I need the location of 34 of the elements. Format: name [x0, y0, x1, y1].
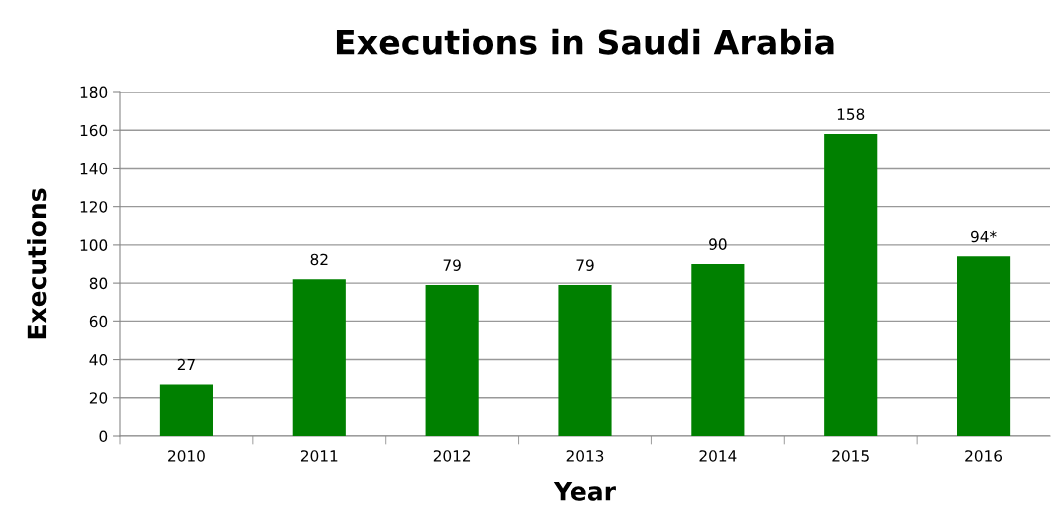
x-tick-label: 2016	[965, 450, 1003, 462]
y-tick-label: 120	[80, 201, 108, 213]
bar	[159, 384, 213, 436]
data-label: 27	[177, 358, 195, 371]
bar	[425, 285, 479, 436]
x-tick-label: 2015	[832, 450, 869, 462]
y-tick-label: 20	[89, 392, 108, 404]
bar	[292, 279, 346, 436]
bar	[957, 256, 1011, 436]
x-axis-title: Year	[553, 482, 616, 501]
chart-title: Executions in Saudi Arabia	[336, 28, 834, 55]
x-tick-label: 2014	[699, 450, 737, 462]
data-label: 82	[310, 253, 328, 266]
data-label: 94*	[970, 230, 997, 243]
x-tick-label: 2012	[433, 450, 471, 462]
y-tick-label: 80	[89, 277, 108, 290]
bar	[558, 285, 612, 436]
x-tick-label: 2010	[168, 450, 205, 462]
bar	[691, 264, 745, 436]
data-label: 79	[576, 259, 594, 271]
bar	[824, 134, 878, 436]
y-tick-label: 140	[80, 162, 108, 175]
y-tick-label: 60	[89, 315, 108, 328]
data-label: 79	[443, 259, 461, 271]
y-tick-label: 160	[80, 124, 108, 137]
x-tick-label: 2011	[300, 450, 338, 462]
x-tick-label: 2013	[566, 450, 604, 462]
y-axis-title: Executions	[27, 188, 47, 339]
y-tick-label: 40	[89, 354, 108, 366]
data-label: 90	[709, 238, 727, 250]
data-label: 158	[837, 108, 865, 120]
y-tick-label: 180	[80, 86, 108, 99]
y-tick-label: 100	[80, 239, 108, 251]
y-tick-label: 0	[99, 430, 108, 443]
